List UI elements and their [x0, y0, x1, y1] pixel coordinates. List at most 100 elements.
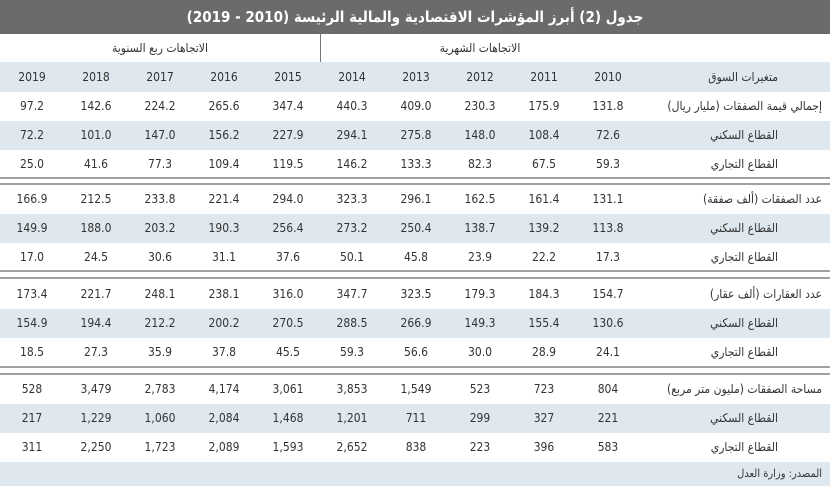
cell-2019: 528: [21, 382, 43, 396]
cell-2011: 184.3: [528, 287, 560, 301]
cell-2017: 1,723: [144, 440, 176, 454]
cell-2013: 409.0: [400, 99, 432, 113]
cell-2015: 3,061: [272, 382, 304, 396]
row-label: إجمالي قيمة الصفقات (مليار ريال): [667, 99, 822, 113]
table-row: عدد العقارات (ألف عقار) 154.7 184.3 179.3 32…: [0, 280, 830, 309]
cell-2016: 221.4: [208, 192, 240, 206]
cell-2016: 31.1: [211, 250, 237, 264]
group-separator: [0, 373, 830, 375]
cell-2012: 82.3: [467, 157, 493, 171]
cell-2012: 23.9: [467, 250, 493, 264]
row-label: عدد العقارات (ألف عقار): [709, 287, 822, 301]
cell-2015: 347.4: [272, 99, 304, 113]
cell-2015: 256.4: [272, 221, 304, 235]
cell-2010: 59.3: [595, 157, 621, 171]
cell-2016: 109.4: [208, 157, 240, 171]
cell-2019: 217: [21, 411, 43, 425]
cell-2018: 101.0: [80, 128, 112, 142]
cell-2011: 161.4: [528, 192, 560, 206]
group-separator: [0, 183, 830, 185]
cell-2014: 50.1: [339, 250, 365, 264]
cell-2014: 347.7: [336, 287, 368, 301]
cell-2014: 2,652: [336, 440, 368, 454]
cell-2014: 323.3: [336, 192, 368, 206]
cell-2017: 77.3: [147, 157, 173, 171]
cell-2017: 2,783: [144, 382, 176, 396]
row-label: القطاع السكني: [710, 316, 778, 330]
cell-2019: 311: [21, 440, 43, 454]
cell-2012: 148.0: [464, 128, 496, 142]
cell-2018: 194.4: [80, 316, 112, 330]
cell-2017: 233.8: [144, 192, 176, 206]
cell-2019: 149.9: [16, 221, 48, 235]
cell-2014: 273.2: [336, 221, 368, 235]
table-row: القطاع السكني 113.8 139.2 138.7 250.4 273.2 25…: [0, 214, 830, 243]
table-row: القطاع السكني 130.6 155.4 149.3 266.9 288.5 27…: [0, 309, 830, 338]
cell-2012: 30.0: [467, 345, 493, 359]
row-label: القطاع السكني: [710, 411, 778, 425]
year-header-2016: 2016: [210, 70, 238, 84]
cell-2017: 224.2: [144, 99, 176, 113]
row-label: مساحة الصفقات (مليون متر مربع): [667, 382, 822, 396]
cell-2017: 30.6: [147, 250, 173, 264]
cell-2015: 1,468: [272, 411, 304, 425]
table-title: جدول (2) أبرز المؤشرات الاقتصادية والمال…: [0, 0, 830, 34]
cell-2011: 22.2: [531, 250, 557, 264]
cell-2017: 212.2: [144, 316, 176, 330]
cell-2016: 4,174: [208, 382, 240, 396]
year-header-2017: 2017: [146, 70, 174, 84]
cell-2013: 56.6: [403, 345, 429, 359]
cell-2011: 175.9: [528, 99, 560, 113]
cell-2012: 162.5: [464, 192, 496, 206]
cell-2010: 154.7: [592, 287, 624, 301]
cell-2016: 200.2: [208, 316, 240, 330]
cell-2011: 327: [533, 411, 555, 425]
cell-2010: 804: [597, 382, 619, 396]
cell-2014: 3,853: [336, 382, 368, 396]
cell-2010: 24.1: [595, 345, 621, 359]
cell-2015: 45.5: [275, 345, 301, 359]
cell-2015: 37.6: [275, 250, 301, 264]
cell-2015: 294.0: [272, 192, 304, 206]
cell-2012: 230.3: [464, 99, 496, 113]
group-separator: [0, 177, 830, 179]
monthly-trends-header: الاتجاهات الشهرية: [439, 41, 521, 55]
cell-2014: 440.3: [336, 99, 368, 113]
cell-2013: 711: [405, 411, 427, 425]
cell-2016: 265.6: [208, 99, 240, 113]
cell-2019: 17.0: [19, 250, 45, 264]
cell-2019: 25.0: [19, 157, 45, 171]
cell-2011: 67.5: [531, 157, 557, 171]
year-header-2014: 2014: [338, 70, 366, 84]
cell-2015: 227.9: [272, 128, 304, 142]
cell-2016: 156.2: [208, 128, 240, 142]
cell-2018: 3,479: [80, 382, 112, 396]
cell-2013: 838: [405, 440, 427, 454]
cell-2010: 130.6: [592, 316, 624, 330]
cell-2012: 523: [469, 382, 491, 396]
cell-2018: 41.6: [83, 157, 109, 171]
cell-2018: 142.6: [80, 99, 112, 113]
year-header-2010: 2010: [594, 70, 622, 84]
year-header-2013: 2013: [402, 70, 430, 84]
cell-2010: 72.6: [595, 128, 621, 142]
row-label: القطاع التجاري: [710, 250, 778, 264]
cell-2015: 316.0: [272, 287, 304, 301]
table-row: القطاع التجاري 17.3 22.2 23.9 45.8 50.1 37.6 31…: [0, 243, 830, 272]
row-label: القطاع السكني: [710, 221, 778, 235]
cell-2019: 97.2: [19, 99, 45, 113]
cell-2013: 323.5: [400, 287, 432, 301]
row-label: القطاع التجاري: [710, 157, 778, 171]
group-separator: [0, 277, 830, 279]
cell-2014: 1,201: [336, 411, 368, 425]
cell-2017: 35.9: [147, 345, 173, 359]
table-row: القطاع التجاري 583 396 223 838 2,652 1,593 2,08…: [0, 433, 830, 462]
cell-2019: 18.5: [19, 345, 45, 359]
cell-2016: 190.3: [208, 221, 240, 235]
cell-2013: 275.8: [400, 128, 432, 142]
cell-2018: 212.5: [80, 192, 112, 206]
cell-2011: 723: [533, 382, 555, 396]
cell-2018: 27.3: [83, 345, 109, 359]
cell-2012: 299: [469, 411, 491, 425]
cell-2013: 45.8: [403, 250, 429, 264]
